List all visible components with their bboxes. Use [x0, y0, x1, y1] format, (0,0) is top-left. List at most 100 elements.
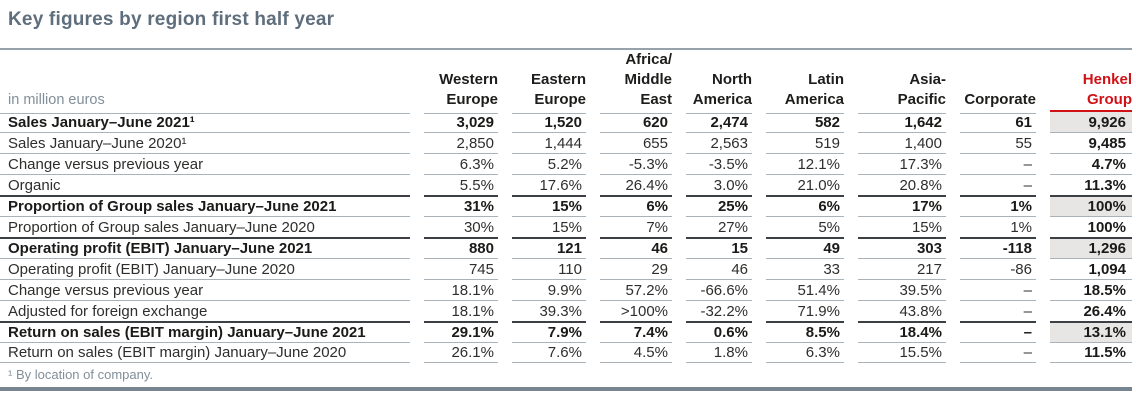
henkel-group-value-cell: 1,296 — [1050, 237, 1132, 258]
value-cell: 20.8% — [858, 174, 946, 195]
henkel-group-value-cell: 100% — [1050, 195, 1132, 216]
value-cell: 49 — [766, 237, 844, 258]
value-cell: 5.2% — [512, 153, 586, 174]
unit-label: in million euros — [0, 90, 410, 114]
column-header-north-america: North America — [686, 70, 752, 114]
value-cell: 25% — [686, 195, 752, 216]
value-cell: 1% — [960, 216, 1036, 237]
row-label: Operating profit (EBIT) January–June 202… — [0, 258, 410, 279]
row-label: Change versus previous year — [0, 279, 410, 300]
bottom-bar — [0, 387, 1132, 391]
value-cell: 3.0% — [686, 174, 752, 195]
value-cell: 12.1% — [766, 153, 844, 174]
value-cell: 15% — [512, 216, 586, 237]
row-label: Adjusted for foreign exchange — [0, 300, 410, 321]
value-cell: -32.2% — [686, 300, 752, 321]
value-cell: -118 — [960, 237, 1036, 258]
value-cell: 655 — [600, 132, 672, 153]
value-cell: 71.9% — [766, 300, 844, 321]
value-cell: 27% — [686, 216, 752, 237]
value-cell: 51.4% — [766, 279, 844, 300]
henkel-group-value-cell: 18.5% — [1050, 279, 1132, 300]
table-row: Change versus previous year 18.1% 9.9% 57.2… — [0, 279, 1132, 300]
value-cell: – — [960, 342, 1036, 363]
value-cell: – — [960, 174, 1036, 195]
value-cell: 745 — [424, 258, 498, 279]
value-cell: 55 — [960, 132, 1036, 153]
value-cell: 43.8% — [858, 300, 946, 321]
value-cell: 1,642 — [904, 113, 942, 131]
value-cell: 121 — [512, 237, 586, 258]
value-cell: 26.1% — [424, 342, 498, 363]
value-cell: 29.1% — [424, 321, 498, 342]
value-cell: 1,520 — [544, 113, 582, 131]
row-label: Sales January–June 2020¹ — [0, 132, 410, 153]
henkel-group-value-cell: 9,926 — [1050, 112, 1132, 132]
value-cell: 21.0% — [766, 174, 844, 195]
row-label: Operating profit (EBIT) January–June 202… — [0, 237, 410, 258]
row-label: Return on sales (EBIT margin) January–Ju… — [0, 342, 410, 363]
row-label: Organic — [0, 174, 410, 195]
henkel-group-value-cell: 100% — [1050, 216, 1132, 237]
value-cell: 6% — [766, 195, 844, 216]
value-cell: -86 — [960, 258, 1036, 279]
row-label: Change versus previous year — [0, 153, 410, 174]
value-cell: 7.9% — [512, 321, 586, 342]
value-cell: 57.2% — [600, 279, 672, 300]
value-cell: 1% — [960, 195, 1036, 216]
title-divider — [0, 48, 1132, 50]
value-cell: 30% — [424, 216, 498, 237]
value-cell: – — [960, 321, 1036, 342]
table-body: Sales January–June 2021¹ 3,029 1,520 620 2,4… — [0, 112, 1132, 363]
value-cell: 7.6% — [512, 342, 586, 363]
table-row: Proportion of Group sales January–June 2… — [0, 216, 1132, 237]
table-row: Sales January–June 2020¹ 2,850 1,444 655 2,5… — [0, 132, 1132, 153]
value-cell: 2,563 — [686, 132, 752, 153]
value-cell: 303 — [858, 237, 946, 258]
table-row: Sales January–June 2021¹ 3,029 1,520 620 2,4… — [0, 112, 1132, 132]
value-cell: -5.3% — [600, 153, 672, 174]
value-cell: 15% — [858, 216, 946, 237]
value-cell: 5.5% — [424, 174, 498, 195]
row-label: Proportion of Group sales January–June 2… — [0, 216, 410, 237]
value-cell: 110 — [512, 258, 586, 279]
column-header-latin-america: Latin America — [766, 70, 844, 114]
value-cell: 519 — [766, 132, 844, 153]
column-header-western-europe: Western Europe — [424, 70, 498, 114]
value-cell: 7.4% — [600, 321, 672, 342]
value-cell: 0.6% — [686, 321, 752, 342]
value-cell: 6% — [600, 195, 672, 216]
value-cell: 9.9% — [512, 279, 586, 300]
value-cell: 1,444 — [512, 132, 586, 153]
table-row: Proportion of Group sales January–June 2… — [0, 195, 1132, 216]
value-cell: 582 — [814, 113, 840, 131]
value-cell: 29 — [600, 258, 672, 279]
value-cell: -66.6% — [686, 279, 752, 300]
row-label: Return on sales (EBIT margin) January–Ju… — [0, 321, 410, 342]
value-cell: 46 — [600, 237, 672, 258]
table-header-row: in million euros Western Europe Eastern … — [0, 50, 1132, 114]
value-cell: 17.3% — [858, 153, 946, 174]
value-cell: -3.5% — [686, 153, 752, 174]
henkel-group-value-cell: 1,094 — [1050, 258, 1132, 279]
value-cell: 17.6% — [512, 174, 586, 195]
column-header-corporate: Corporate — [960, 90, 1036, 114]
value-cell: – — [960, 279, 1036, 300]
column-header-eastern-europe: Eastern Europe — [512, 70, 586, 114]
henkel-group-value-cell: 4.7% — [1050, 153, 1132, 174]
footnote: ¹ By location of company. — [8, 367, 153, 382]
value-cell: 18.1% — [424, 279, 498, 300]
value-cell: >100% — [600, 300, 672, 321]
value-cell: 39.3% — [512, 300, 586, 321]
henkel-group-value-cell: 13.1% — [1050, 321, 1132, 342]
value-cell: 15% — [512, 195, 586, 216]
value-cell: – — [960, 153, 1036, 174]
value-cell: 6.3% — [766, 342, 844, 363]
value-cell: 39.5% — [858, 279, 946, 300]
value-cell: 26.4% — [600, 174, 672, 195]
value-cell: 18.4% — [858, 321, 946, 342]
row-label: Sales January–June 2021¹ — [8, 113, 195, 131]
table-row: Adjusted for foreign exchange 18.1% 39.3% >… — [0, 300, 1132, 321]
value-cell: 8.5% — [766, 321, 844, 342]
